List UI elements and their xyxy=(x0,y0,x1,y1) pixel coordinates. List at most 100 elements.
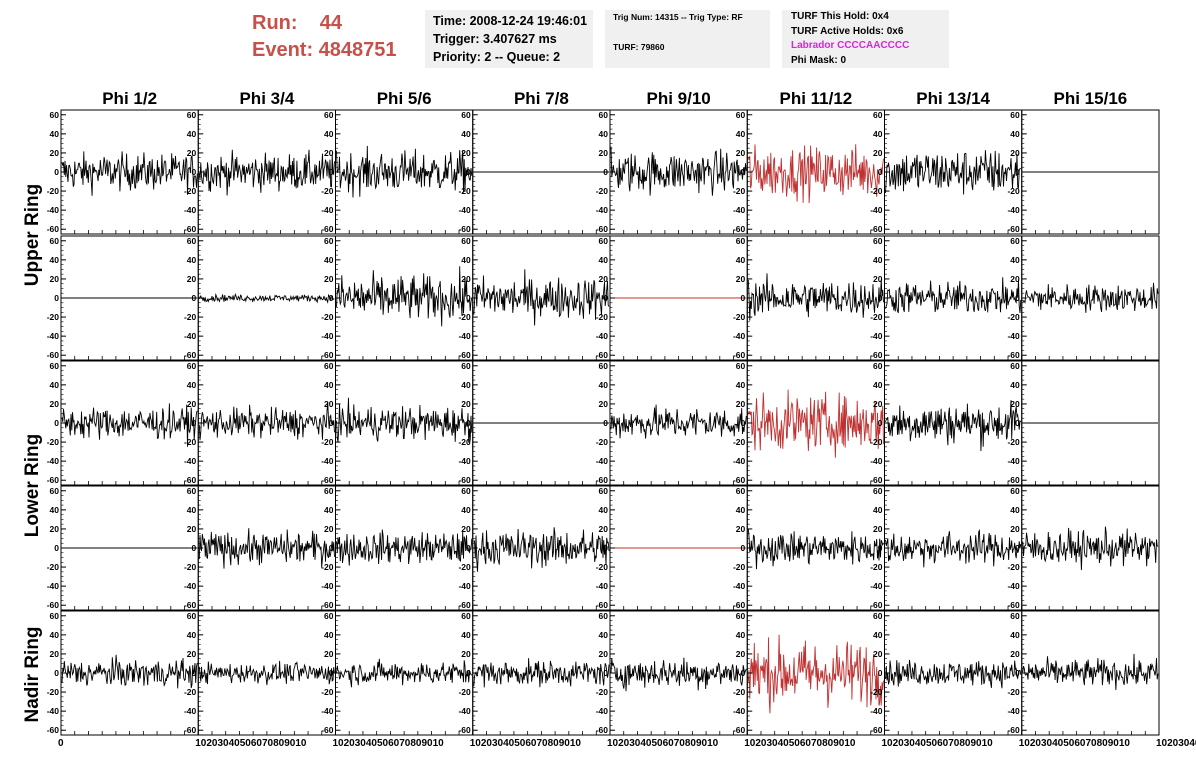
y-tick-label: 40 xyxy=(324,380,334,390)
y-tick-label: -40 xyxy=(47,205,60,215)
y-tick-label: 60 xyxy=(324,486,334,496)
y-tick-label: 60 xyxy=(187,110,197,120)
y-tick-label: 60 xyxy=(324,361,334,371)
y-tick-label: 0 xyxy=(54,293,59,303)
y-tick-label: -40 xyxy=(733,205,746,215)
trig-num-text: Trig Num: 14315 -- Trig Type: RF xyxy=(613,12,743,22)
y-tick-label: -20 xyxy=(321,437,334,447)
y-tick-label: -40 xyxy=(596,456,609,466)
y-tick-label: 20 xyxy=(736,524,746,534)
y-tick-label: -60 xyxy=(733,600,746,610)
y-tick-label: 0 xyxy=(878,167,883,177)
y-tick-label: -60 xyxy=(733,224,746,234)
y-tick-label: 20 xyxy=(461,148,471,158)
y-tick-label: 60 xyxy=(50,110,60,120)
y-tick-label: 40 xyxy=(187,255,197,265)
y-tick-label: 40 xyxy=(599,129,609,139)
y-tick-label: 60 xyxy=(324,611,334,621)
y-tick-label: -40 xyxy=(47,581,60,591)
y-tick-label: 20 xyxy=(736,148,746,158)
phi-column-header: Phi 9/10 xyxy=(646,89,710,108)
y-tick-label: -60 xyxy=(184,475,197,485)
ring-label: Nadir Ring xyxy=(22,626,43,722)
y-tick-label: 20 xyxy=(461,399,471,409)
y-tick-label: 0 xyxy=(1015,543,1020,553)
waveform-trace xyxy=(61,654,198,689)
y-tick-label: 60 xyxy=(461,486,471,496)
y-tick-label: 20 xyxy=(1010,524,1020,534)
y-tick-label: 20 xyxy=(50,399,60,409)
y-tick-label: 20 xyxy=(599,148,609,158)
waveform-trace xyxy=(473,527,610,572)
y-tick-label: -20 xyxy=(596,562,609,572)
y-tick-label: -40 xyxy=(184,205,197,215)
y-tick-label: -40 xyxy=(184,456,197,466)
y-tick-label: 40 xyxy=(1010,505,1020,515)
time-text: Time: 2008-12-24 19:46:01 xyxy=(433,14,588,28)
y-tick-label: 40 xyxy=(873,505,883,515)
y-tick-label: -60 xyxy=(47,725,60,735)
y-tick-label: -40 xyxy=(321,581,334,591)
y-tick-label: 60 xyxy=(599,236,609,246)
y-tick-label: -20 xyxy=(184,312,197,322)
phi-column-header: Phi 7/8 xyxy=(514,89,569,108)
y-tick-label: -20 xyxy=(733,562,746,572)
y-tick-label: 60 xyxy=(50,611,60,621)
y-tick-label: 20 xyxy=(187,148,197,158)
labrador-text: Labrador CCCCAACCCC xyxy=(791,40,910,51)
y-tick-label: -60 xyxy=(596,600,609,610)
y-tick-label: 40 xyxy=(873,380,883,390)
y-tick-label: -20 xyxy=(47,687,60,697)
y-tick-label: 60 xyxy=(736,110,746,120)
y-tick-label: 20 xyxy=(599,649,609,659)
y-tick-label: 40 xyxy=(461,129,471,139)
y-tick-label: -60 xyxy=(321,475,334,485)
y-tick-label: -20 xyxy=(1007,562,1020,572)
y-tick-label: -60 xyxy=(596,725,609,735)
y-tick-label: 60 xyxy=(599,361,609,371)
waveform-trace xyxy=(885,150,1021,195)
y-tick-label: -20 xyxy=(458,562,471,572)
y-tick-label: 0 xyxy=(878,543,883,553)
y-tick-label: 0 xyxy=(54,543,59,553)
x-tick-label: 0 xyxy=(58,738,64,749)
y-tick-label: -40 xyxy=(458,456,471,466)
y-tick-label: 20 xyxy=(736,649,746,659)
y-tick-label: 40 xyxy=(50,255,60,265)
y-tick-label: -60 xyxy=(184,600,197,610)
y-tick-label: 40 xyxy=(50,380,60,390)
phi-column-header: Phi 11/12 xyxy=(779,89,852,108)
y-tick-label: 60 xyxy=(736,611,746,621)
y-tick-label: 0 xyxy=(329,418,334,428)
y-tick-label: -20 xyxy=(184,437,197,447)
ring-label: Upper Ring xyxy=(22,184,43,286)
x-tick-label: 10203040506070809010 xyxy=(744,738,856,749)
waveform-trace xyxy=(198,149,335,196)
y-tick-label: 40 xyxy=(461,255,471,265)
y-tick-label: -60 xyxy=(184,350,197,360)
waveform-trace xyxy=(610,404,747,439)
y-tick-label: 0 xyxy=(54,418,59,428)
y-tick-label: 60 xyxy=(1010,361,1020,371)
y-tick-label: -20 xyxy=(184,186,197,196)
y-tick-label: 20 xyxy=(736,274,746,284)
y-tick-label: 0 xyxy=(466,418,471,428)
waveform-trace xyxy=(610,146,747,196)
y-tick-label: -40 xyxy=(321,205,334,215)
waveform-trace xyxy=(885,659,1022,689)
y-tick-label: -60 xyxy=(184,725,197,735)
y-tick-label: -40 xyxy=(458,331,471,341)
y-tick-label: -20 xyxy=(321,562,334,572)
y-tick-label: 20 xyxy=(50,649,60,659)
y-tick-label: -40 xyxy=(870,706,883,716)
phi-column-header: Phi 5/6 xyxy=(377,89,432,108)
y-tick-label: -60 xyxy=(596,350,609,360)
y-tick-label: -60 xyxy=(321,600,334,610)
y-tick-label: -40 xyxy=(321,331,334,341)
y-tick-label: -60 xyxy=(1007,475,1020,485)
y-tick-label: -20 xyxy=(1007,186,1020,196)
y-tick-label: 60 xyxy=(599,110,609,120)
y-tick-label: -60 xyxy=(1007,224,1020,234)
y-tick-label: 60 xyxy=(736,486,746,496)
